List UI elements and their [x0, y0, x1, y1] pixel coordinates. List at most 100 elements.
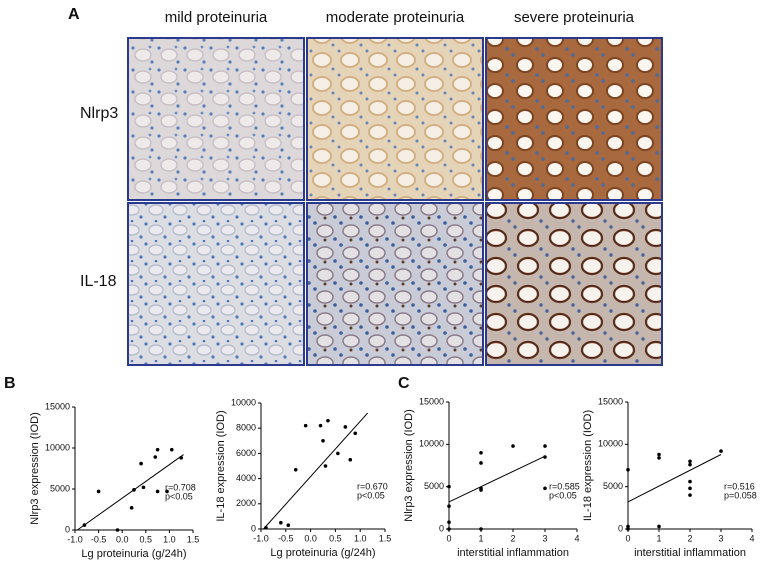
x-tick-label: 1.0 — [354, 533, 367, 543]
data-point — [343, 425, 348, 429]
data-point — [286, 523, 291, 528]
data-point — [153, 455, 158, 459]
x-tick-label: 1 — [478, 533, 483, 543]
y-axis-label: Nlrp3 expression (IOD) — [29, 412, 41, 524]
data-point — [688, 479, 692, 484]
annotation: p=0.058 — [724, 490, 757, 500]
micrograph — [306, 37, 484, 201]
data-point — [543, 486, 547, 491]
trendline — [263, 412, 369, 530]
data-point — [688, 459, 692, 464]
data-point — [323, 464, 328, 468]
x-tick-label: 0.5 — [140, 534, 153, 544]
y-tick-label: 5000 — [424, 481, 444, 491]
micrographs — [127, 37, 663, 366]
y-tick-label: 10000 — [419, 439, 444, 449]
data-point — [115, 528, 120, 532]
x-tick-label: 2 — [687, 533, 692, 543]
x-tick-label: 0.5 — [329, 533, 342, 543]
data-point — [719, 449, 723, 453]
data-point — [321, 439, 325, 443]
data-point — [129, 506, 134, 510]
annotation: r=0.708 — [165, 482, 196, 492]
x-tick-label: 0 — [625, 533, 630, 543]
annotation: p<0.05 — [549, 490, 577, 500]
micrograph — [485, 37, 663, 201]
annotation: r=0.585 — [549, 481, 580, 491]
annotation: r=0.516 — [724, 481, 755, 491]
data-point — [447, 520, 451, 525]
x-axis-label: interstitial inflammation — [457, 547, 569, 559]
y-tick-label: 10000 — [231, 397, 256, 407]
trendline — [77, 454, 184, 531]
column-header: mild proteinuria — [165, 9, 268, 26]
micrograph — [127, 37, 305, 201]
trendline — [448, 455, 546, 503]
data-point — [626, 524, 630, 529]
micrograph — [127, 202, 305, 366]
x-tick-label: -1.0 — [253, 533, 269, 543]
data-point — [447, 527, 451, 531]
data-point — [293, 467, 298, 472]
y-tick-label: 4000 — [236, 473, 256, 483]
data-point — [479, 451, 483, 455]
panel-label: B — [4, 375, 16, 392]
x-tick-label: 3 — [718, 533, 723, 543]
x-tick-label: 1.5 — [187, 534, 200, 544]
data-point — [303, 423, 308, 428]
y-tick-label: 8000 — [236, 423, 256, 433]
y-axis-label: Nlrp3 expression (IOD) — [403, 409, 415, 521]
y-tick-label: 0 — [65, 524, 70, 534]
data-point — [543, 444, 547, 448]
data-point — [353, 431, 358, 436]
data-point — [155, 489, 160, 494]
x-tick-label: 0.0 — [304, 533, 317, 543]
row-label: IL-18 — [80, 273, 117, 290]
data-point — [447, 484, 451, 489]
data-point — [279, 520, 283, 525]
x-tick-label: 0.0 — [116, 534, 129, 544]
micrograph — [485, 202, 663, 366]
annotation: p<0.05 — [165, 491, 193, 501]
data-point — [318, 423, 323, 428]
y-tick-label: 0 — [618, 523, 623, 533]
x-tick-label: -1.0 — [67, 534, 83, 544]
x-tick-label: 4 — [574, 533, 579, 543]
x-tick-label: 1 — [656, 533, 661, 543]
y-tick-label: 5000 — [50, 483, 70, 493]
data-point — [657, 456, 661, 460]
micrograph — [306, 202, 484, 366]
data-point — [688, 493, 692, 497]
row-label: Nlrp3 — [80, 105, 118, 122]
x-tick-label: 1.0 — [163, 534, 176, 544]
data-point — [165, 489, 169, 494]
x-axis-label: Lg proteinuria (g/24h) — [81, 548, 186, 560]
y-tick-label: 15000 — [598, 396, 623, 406]
x-tick-label: 2 — [510, 533, 515, 543]
y-tick-label: 0 — [439, 523, 444, 533]
data-point — [139, 461, 143, 466]
annotation: p<0.05 — [357, 490, 385, 500]
trendline — [627, 454, 722, 503]
data-point — [479, 461, 483, 465]
y-tick-label: 6000 — [236, 448, 256, 458]
panel-label: C — [398, 375, 410, 392]
y-tick-label: 10000 — [45, 442, 70, 452]
y-tick-label: 10000 — [598, 439, 623, 449]
x-axis-label: interstitial inflammation — [634, 547, 746, 559]
data-point — [326, 418, 330, 423]
data-point — [688, 486, 692, 491]
x-tick-label: -0.5 — [91, 534, 107, 544]
data-point — [511, 444, 515, 448]
x-tick-label: 4 — [749, 533, 754, 543]
x-tick-label: 3 — [542, 533, 547, 543]
y-tick-label: 0 — [251, 523, 256, 533]
data-point — [657, 524, 661, 529]
y-tick-label: 15000 — [419, 396, 444, 406]
data-point — [336, 451, 340, 456]
data-point — [626, 527, 630, 531]
y-axis-label: IL-18 expression (IOD) — [582, 410, 594, 521]
data-point — [141, 485, 146, 490]
column-header: severe proteinuria — [514, 9, 635, 26]
